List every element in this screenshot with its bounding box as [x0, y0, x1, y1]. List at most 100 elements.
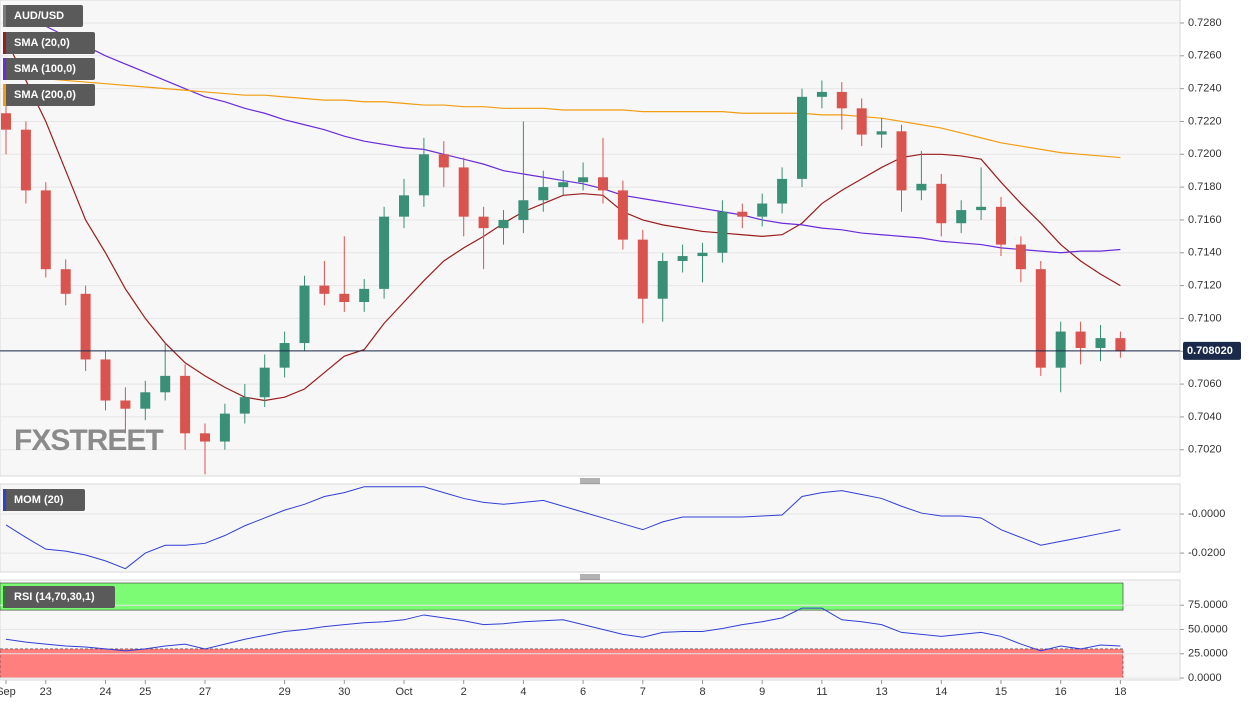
- y-tick-label: 0.7020: [1188, 444, 1222, 456]
- x-tick-label: 25: [139, 686, 151, 698]
- y-tick-label: -0.0200: [1188, 547, 1225, 559]
- x-tick-label: 13: [875, 686, 887, 698]
- x-tick-label: 7: [640, 686, 646, 698]
- candle-body: [1075, 331, 1086, 348]
- symbol-label: AUD/USD: [14, 10, 64, 22]
- y-tick-label: 0.7040: [1188, 411, 1222, 423]
- candle-body: [956, 210, 967, 224]
- x-tick-label: 24: [99, 686, 111, 698]
- candle-body: [697, 252, 708, 257]
- candle-body: [379, 216, 390, 289]
- y-tick-label: 0.7160: [1188, 214, 1222, 226]
- x-tick-label: 9: [759, 686, 765, 698]
- indicator-label-stripe: [3, 489, 6, 511]
- candle-body: [518, 200, 529, 220]
- x-tick-label: 30: [338, 686, 350, 698]
- y-tick-label: 0.7280: [1188, 17, 1222, 29]
- candle-body: [737, 211, 748, 217]
- y-tick-label: 0.7200: [1188, 148, 1222, 160]
- candle-body: [438, 154, 449, 168]
- line: [5, 74, 1121, 159]
- x-tick-label: 16: [1055, 686, 1067, 698]
- candle-body: [717, 211, 728, 253]
- indicator-label-box: [3, 586, 115, 608]
- candle-body: [856, 108, 867, 135]
- candle-body: [1055, 331, 1066, 368]
- candle-body: [359, 288, 370, 303]
- candle-body: [259, 367, 270, 398]
- candle-body: [757, 203, 768, 217]
- y-tick-label: 0.7140: [1188, 247, 1222, 259]
- overbought-zone: [0, 582, 1124, 611]
- candle-body: [1095, 338, 1106, 348]
- y-tick-label: 25.0000: [1188, 648, 1228, 660]
- candle-body: [896, 131, 907, 191]
- candle-body: [976, 206, 987, 211]
- legend-entry-stripe: [3, 84, 6, 106]
- symbol-label-box: [3, 5, 83, 27]
- candle-body: [20, 129, 31, 191]
- current-price-label: 0.708020: [1187, 345, 1233, 357]
- x-tick-label: 4: [520, 686, 526, 698]
- y-tick-label: 0.7220: [1188, 115, 1222, 127]
- candle-body: [458, 167, 469, 217]
- x-tick-label: 14: [935, 686, 947, 698]
- candle-body: [916, 183, 927, 191]
- legend-entry-box: [3, 32, 95, 54]
- legend-entry-stripe: [3, 32, 6, 54]
- indicator-label: MOM (20): [14, 494, 64, 506]
- legend-entry-box: [3, 58, 95, 80]
- candle-body: [40, 190, 51, 270]
- legend-entry: SMA (200,0): [14, 89, 76, 101]
- candle-body: [797, 96, 807, 179]
- y-tick-label: 0.7100: [1188, 312, 1222, 324]
- candle-body: [239, 397, 250, 414]
- candle-body: [936, 183, 947, 224]
- candle-body: [418, 154, 429, 196]
- indicator-label-stripe: [3, 586, 6, 608]
- candle-body: [140, 392, 151, 409]
- candle-body: [399, 195, 409, 217]
- y-tick-label: 0.7260: [1188, 50, 1222, 62]
- indicator-label: RSI (14,70,30,1): [14, 591, 95, 603]
- candle-body: [180, 375, 191, 434]
- x-tick-label: 18: [1114, 686, 1126, 698]
- legend-entry-box: [3, 84, 95, 106]
- x-tick-label: 2: [461, 686, 467, 698]
- candle-body: [578, 177, 589, 183]
- candle-body: [538, 187, 549, 201]
- symbol-label-stripe: [3, 5, 6, 27]
- candle-body: [657, 260, 668, 299]
- candle-body: [60, 269, 71, 294]
- candle-body: [876, 131, 887, 135]
- mom-panel: [0, 483, 1181, 573]
- candle-body: [677, 256, 688, 261]
- candle-body: [100, 359, 111, 401]
- x-tick-label: 29: [278, 686, 290, 698]
- y-tick-label: -0.0000: [1188, 508, 1225, 520]
- legend-entry: SMA (20,0): [14, 37, 70, 49]
- candle-body: [279, 343, 290, 368]
- candle-body: [319, 285, 330, 294]
- candle-body: [996, 206, 1006, 245]
- x-tick-label: 11: [816, 686, 827, 698]
- candle-body: [219, 413, 230, 442]
- legend-entry: SMA (100,0): [14, 63, 76, 75]
- x-tick-label: 27: [199, 686, 211, 698]
- candle-body: [498, 219, 509, 229]
- candle-body: [478, 216, 489, 229]
- candle-body: [777, 178, 788, 204]
- candle-body: [1035, 269, 1046, 368]
- y-tick-label: 0.7060: [1188, 378, 1222, 390]
- candle-body: [816, 91, 827, 97]
- legend-entry-stripe: [3, 58, 6, 80]
- indicator-label-box: [3, 489, 85, 511]
- candle-body: [120, 400, 131, 409]
- candle-body: [1115, 338, 1126, 352]
- panel-handle: [580, 478, 600, 580]
- x-tick-label: 23: [40, 686, 52, 698]
- current-price-box: [1183, 341, 1241, 360]
- y-tick-label: 0.7120: [1188, 280, 1222, 292]
- candle-body: [80, 293, 91, 360]
